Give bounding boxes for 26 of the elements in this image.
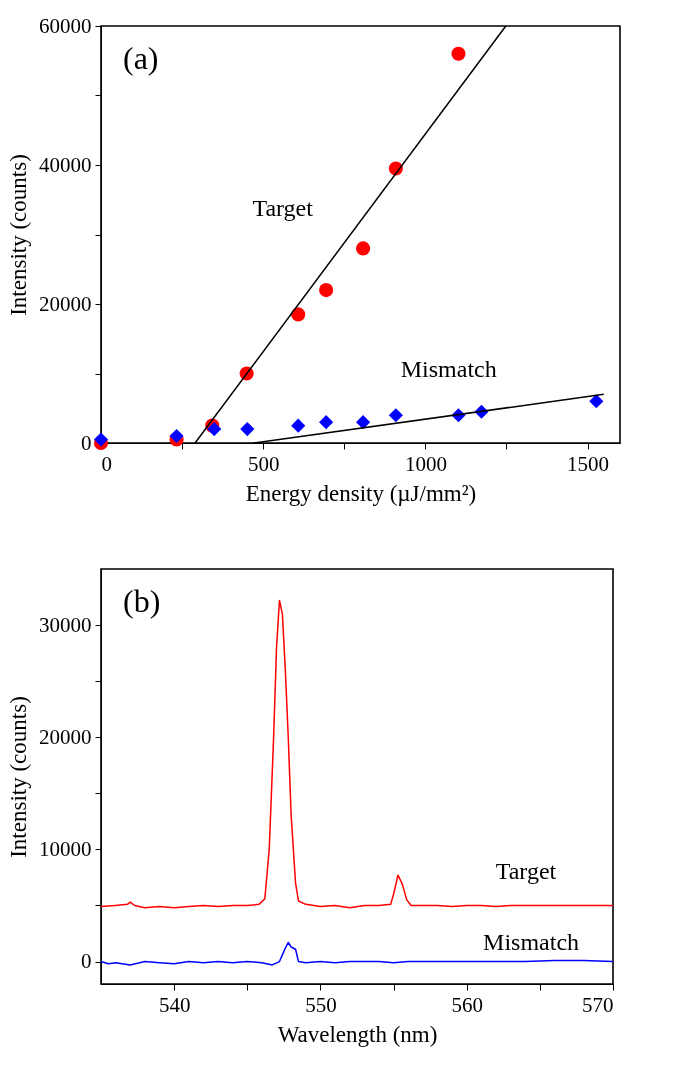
y-tick-label: 30000 [39, 612, 92, 637]
x-tick-label: 540 [158, 992, 191, 1017]
y-tick-label: 0 [81, 949, 92, 974]
x-tick-label: 570 [582, 992, 614, 1017]
chart-title: (b) [123, 583, 161, 619]
series-label: Target [495, 857, 557, 884]
x-tick-label: 1500 [567, 451, 610, 476]
y-axis-title: Intensity (counts) [6, 154, 31, 316]
y-axis-title: Intensity (counts) [6, 696, 31, 858]
x-tick-label: 0 [101, 451, 112, 476]
x-tick-label: 560 [451, 992, 483, 1017]
y-tick-label: 0 [81, 430, 92, 455]
y-tick-label: 60000 [39, 13, 92, 38]
y-tick-label: 40000 [39, 152, 92, 177]
x-tick-label: 550 [305, 992, 337, 1017]
x-tick-label: 1000 [404, 451, 447, 476]
x-tick-label: 500 [247, 451, 280, 476]
y-tick-label: 10000 [39, 836, 92, 861]
y-tick-label: 20000 [39, 724, 92, 749]
series-label: Mismatch [483, 928, 580, 955]
series-label: Mismatch [400, 356, 497, 383]
x-axis-title: Wavelength (nm) [277, 1021, 438, 1047]
chart-title: (a) [123, 40, 159, 76]
y-tick-label: 20000 [39, 291, 92, 316]
x-axis-title: Energy density (µJ/mm²) [245, 480, 477, 506]
text: Target [252, 195, 314, 222]
